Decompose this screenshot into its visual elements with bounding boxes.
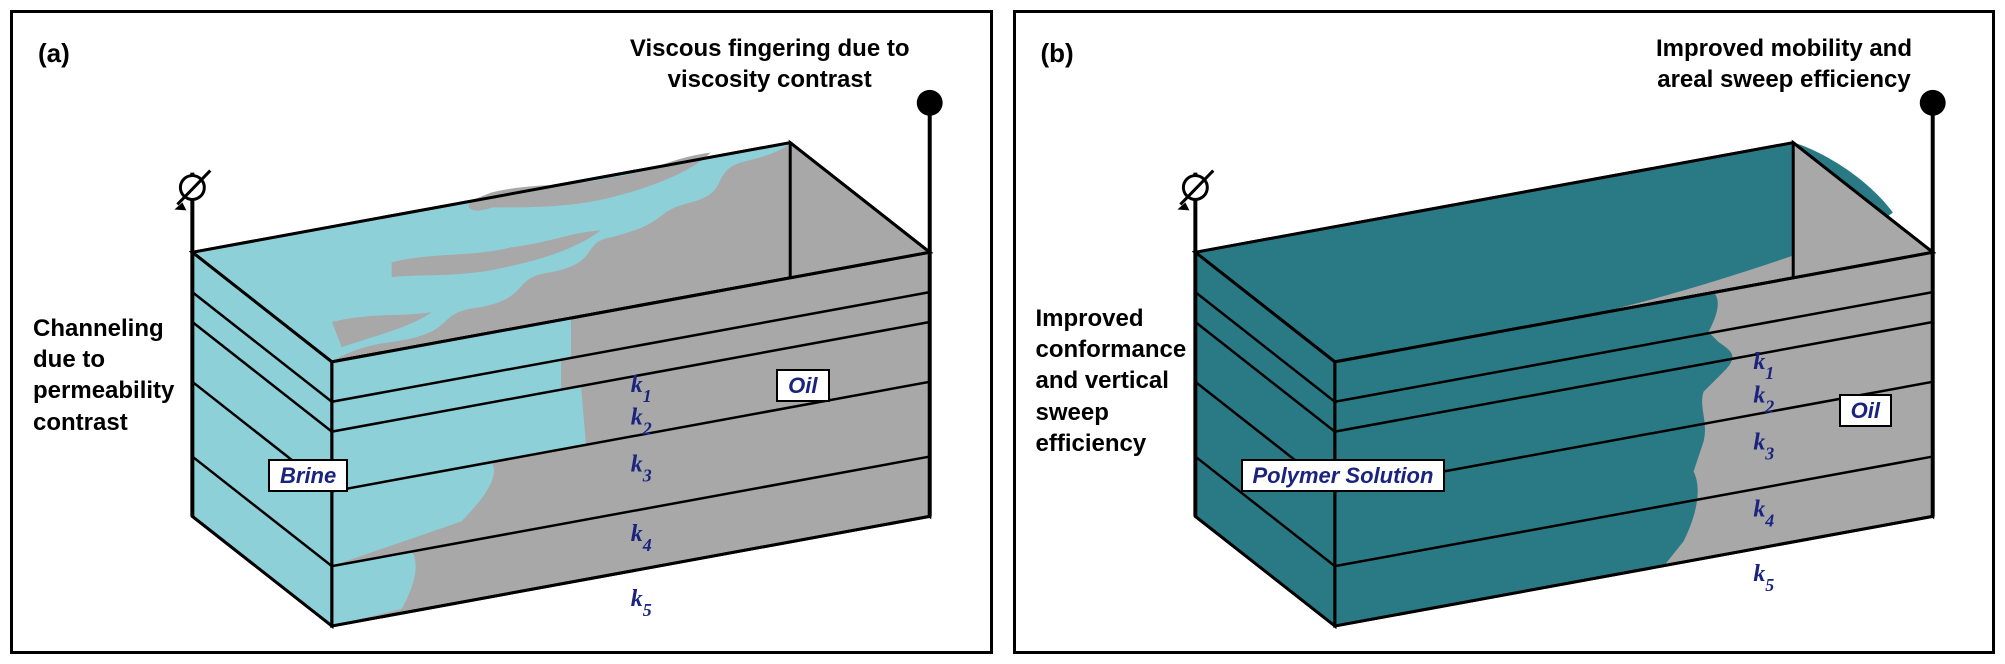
k5-label-b: k5: [1753, 561, 1774, 595]
oil-label-box-a: Oil: [776, 373, 829, 399]
panel-b-top-annotation: Improved mobility and areal sweep effici…: [1656, 33, 1912, 95]
panel-b-letter: (b): [1041, 38, 1074, 69]
panel-b-side-annotation: Improved conformance and vertical sweep …: [1036, 303, 1187, 459]
oil-label-box-b: Oil: [1839, 398, 1892, 424]
figure-container: (a) Viscous fingering due to viscosity c…: [0, 0, 2005, 664]
production-symbol-a: [917, 90, 943, 116]
production-symbol-b: [1919, 90, 1945, 116]
panel-a-top-annotation: Viscous fingering due to viscosity contr…: [630, 33, 910, 95]
panel-a-side-annotation: Channeling due to permeability contrast: [33, 313, 174, 438]
injection-arrow-head-a: [174, 202, 186, 210]
polymer-label-box: Polymer Solution: [1241, 463, 1446, 489]
panel-a-letter: (a): [38, 38, 70, 69]
panel-b: (b) Improved mobility and areal sweep ef…: [1013, 10, 1996, 654]
panel-a: (a) Viscous fingering due to viscosity c…: [10, 10, 993, 654]
brine-label-box: Brine: [268, 463, 348, 489]
k5-label: k5: [631, 586, 652, 620]
